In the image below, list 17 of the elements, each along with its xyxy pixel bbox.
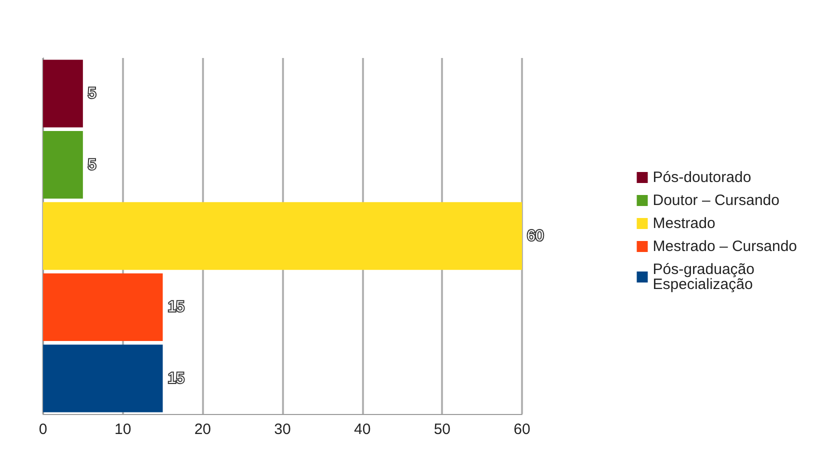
legend-label: Doutor – Cursando — [652, 192, 780, 209]
legend-label: Mestrado – Cursando — [652, 238, 798, 255]
x-tick-label: 60 — [514, 421, 530, 438]
data-label: 15 — [168, 370, 184, 387]
data-label: 5 — [88, 85, 96, 102]
x-tick-label: 10 — [114, 421, 132, 438]
legend-label: Mestrado — [652, 215, 716, 232]
x-tick-label: 20 — [194, 421, 212, 438]
x-tick-label: 30 — [274, 421, 291, 438]
x-tick-label: 0 — [38, 421, 48, 438]
x-tick-label: 40 — [354, 421, 371, 438]
data-label: 15 — [168, 298, 184, 316]
legend-label: Pós-doutorado — [652, 169, 752, 186]
legend-label: Pós-graduação Especialização — [652, 261, 759, 293]
data-label: 60 — [527, 228, 544, 244]
x-tick-label: 50 — [434, 421, 451, 438]
data-label: 5 — [88, 156, 96, 174]
